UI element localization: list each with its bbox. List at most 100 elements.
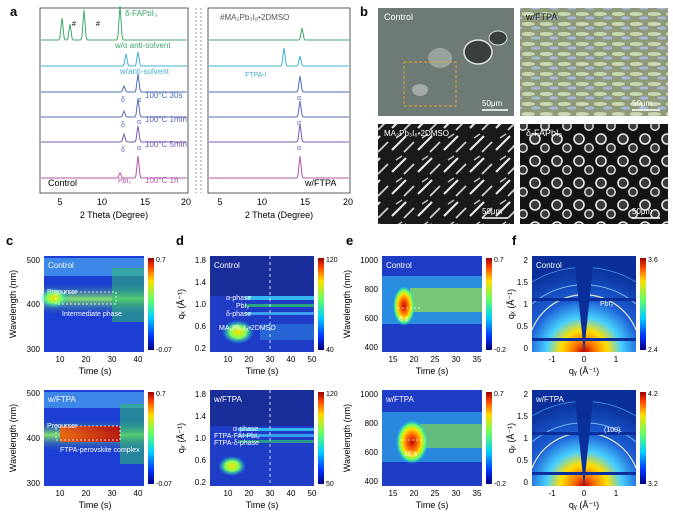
tick-label: 10 [224, 489, 233, 498]
colorbar [486, 392, 492, 484]
annotation: δ-phase [226, 311, 251, 318]
panel-letter: a [10, 4, 18, 19]
plot-label: w/FTPA [213, 395, 243, 404]
tick-label: 25 [431, 355, 440, 364]
tick-label: 1.5 [517, 278, 529, 287]
tick-label: 2 [524, 390, 529, 399]
tick-label: 20 [181, 197, 191, 207]
annotation: α-phase [233, 426, 259, 433]
micrograph-ftpa [520, 8, 668, 116]
tick-label: 15 [140, 197, 150, 207]
tick-label: 1.8 [195, 390, 207, 399]
tick-label: 1.4 [195, 278, 207, 287]
x-axis-label: 2 Theta (Degree) [80, 210, 148, 220]
pbi-label: PbI₂ [118, 178, 132, 185]
colorbar-min: -0.2 [494, 347, 506, 354]
colorbar [318, 392, 324, 484]
y-axis-label: Wavelength (nm) [8, 270, 18, 338]
alpha-mark: α [297, 145, 301, 152]
colorbar-max: 0.7 [156, 391, 166, 398]
tick-label: 300 [27, 479, 41, 488]
annotation: Precursor [47, 423, 78, 430]
xrd-trace [41, 51, 187, 67]
tick-label: 600 [365, 448, 379, 457]
scale-bar: 50μm [482, 207, 503, 216]
sample-control: Control [48, 178, 77, 188]
panel-letter: f [512, 233, 517, 248]
c-yticks: 500 400 300 500 400 300 [27, 256, 41, 488]
tick-label: 0.5 [517, 322, 529, 331]
annotation: MA₂Pb₃I₈•2DMSO [219, 325, 276, 332]
tick-label: 1.0 [195, 434, 207, 443]
f-xticks: -1 0 1 -1 0 1 [548, 355, 618, 498]
annotation: FTPA-perovskite complex [60, 447, 140, 454]
tick-label: 10 [257, 197, 267, 207]
annotation: PbI₂ [236, 303, 250, 310]
y-axis-label: qₓ (Å⁻¹) [506, 423, 516, 453]
xrd-trace [41, 5, 187, 41]
tick-label: 40 [134, 489, 143, 498]
colorbar-max: 3.6 [648, 257, 658, 264]
d-yticks: 1.8 1.4 1.0 0.6 0.2 1.8 1.4 1.0 0.6 0.2 [195, 256, 207, 487]
trace-label: w/o anti-solvent [114, 41, 171, 50]
f-yticks: 2 1.5 1 0.5 0 2 1.5 1 0.5 0 [517, 256, 529, 487]
tick-label: 40 [287, 489, 296, 498]
scale-bar: 50μm [632, 207, 653, 216]
tick-label: 30 [108, 355, 117, 364]
tick-label: 800 [365, 419, 379, 428]
annotation: FTPA-FAI-PbI₂ [214, 433, 260, 440]
plot-label: Control [536, 261, 562, 270]
colorbar [148, 258, 154, 350]
tick-label: 20 [245, 489, 254, 498]
tick-label: 20 [343, 197, 353, 207]
right-axes-frame [207, 7, 351, 194]
xrd-trace [209, 123, 349, 143]
time-label: 10 s [404, 451, 418, 458]
tick-label: 20 [245, 355, 254, 364]
tick-label: 400 [365, 477, 379, 486]
tick-label: 10 [224, 355, 233, 364]
tick-label: 40 [134, 355, 143, 364]
panel-b: b Control 50μm w/FTPA 50μm MA₂Pb₃I₈•2DMS… [360, 4, 668, 224]
tick-label: 25 [431, 489, 440, 498]
annotation: α-phase [226, 295, 252, 302]
image-label: δ-FAPbI₃ [526, 128, 563, 138]
xrd-trace [209, 100, 349, 118]
tick-label: 0.2 [195, 344, 207, 353]
tick-label: 35 [473, 489, 482, 498]
tick-label: 50 [308, 355, 317, 364]
colorbar-min: -0.07 [156, 347, 172, 354]
alpha-mark: α [297, 95, 301, 102]
panel-letter: e [346, 233, 353, 248]
panel-letter: b [360, 4, 368, 19]
image-label: MA₂Pb₃I₈•2DMSO [384, 129, 449, 138]
tick-label: 10 [97, 197, 107, 207]
panel-f: f Control PbI₂ 3.6 2.4 w/FTPA (100) 4.2 … [506, 233, 658, 510]
xrd-traces [41, 5, 349, 179]
colorbar-min: -0.2 [494, 481, 506, 488]
tick-label: 15 [300, 197, 310, 207]
panel-letter: c [6, 233, 13, 248]
x-axis-label: Time (s) [246, 366, 279, 376]
tick-label: 5 [217, 197, 222, 207]
tick-label: 500 [27, 389, 41, 398]
tick-label: 1.5 [517, 412, 529, 421]
tick-label: 0.2 [195, 478, 207, 487]
tick-label: 30 [452, 489, 461, 498]
tick-label: 30 [266, 355, 275, 364]
tick-label: 0.6 [195, 322, 207, 331]
colorbar [640, 258, 646, 350]
tick-label: 0.5 [517, 456, 529, 465]
tick-label: 1 [524, 300, 529, 309]
xrd-trace [209, 47, 349, 67]
panel-letter: d [176, 233, 184, 248]
tick-label: 20 [82, 489, 91, 498]
panel-c: c Control Precursor Intermediate phase 0… [6, 233, 172, 510]
colorbar-max: 120 [326, 391, 338, 398]
tick-label: 20 [410, 489, 419, 498]
colorbar [148, 392, 154, 484]
tick-label: 0 [524, 478, 529, 487]
tick-label: 15 [389, 489, 398, 498]
tick-label: 50 [308, 489, 317, 498]
tick-label: 10 [56, 489, 65, 498]
